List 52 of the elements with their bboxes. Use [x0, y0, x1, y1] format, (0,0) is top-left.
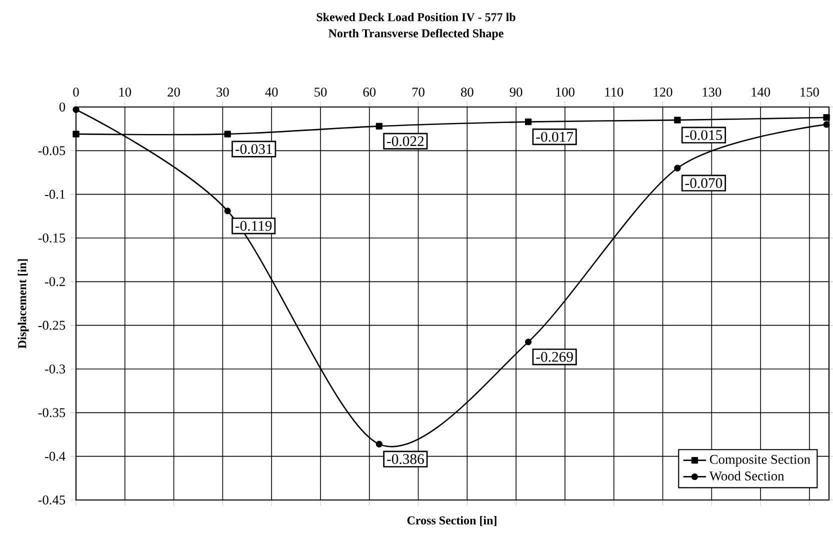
data-label: -0.031 [235, 144, 272, 154]
y-tick-label: -0.45 [38, 495, 66, 505]
point [524, 338, 532, 346]
legend-label: Composite Section [710, 454, 810, 467]
x-tick-label: 50 [314, 88, 327, 97]
point [823, 114, 830, 121]
x-tick-label: 10 [119, 88, 132, 97]
data-label: -0.015 [685, 130, 722, 140]
y-tick-label: -0.1 [44, 190, 65, 199]
x-tick-label: 40 [265, 88, 278, 97]
x-tick-label: 60 [363, 88, 376, 97]
y-tick-label: -0.2 [44, 277, 65, 286]
x-tick-label: 90 [510, 88, 522, 97]
data-label: -0.017 [536, 132, 574, 142]
x-tick-label: 0 [73, 88, 79, 97]
data-label: -0.269 [536, 352, 573, 362]
point [72, 106, 80, 113]
x-tick-label: 70 [412, 88, 424, 97]
data-label: -0.119 [235, 220, 272, 231]
chart-title: Skewed Deck Load Position IV - 577 lb [316, 12, 516, 22]
point [823, 121, 830, 128]
x-tick-label: 80 [461, 88, 474, 97]
point [72, 130, 80, 138]
y-tick-label: -0.05 [38, 146, 66, 156]
y-tick-label: -0.25 [38, 320, 66, 330]
y-axis-title: Displacement [in] [18, 259, 29, 348]
point [376, 122, 382, 130]
data-label: -0.070 [685, 178, 722, 188]
x-tick-label: 100 [556, 88, 574, 97]
y-tick-label: -0.35 [38, 408, 66, 418]
y-tick-label: -0.15 [38, 233, 66, 243]
x-tick-label: 150 [800, 88, 819, 97]
point [524, 118, 532, 126]
data-label: -0.022 [387, 136, 424, 146]
x-tick-label: 120 [654, 88, 672, 97]
data-label: -0.386 [387, 454, 424, 464]
point [224, 208, 231, 214]
x-tick-label: 130 [702, 88, 722, 97]
point [224, 130, 231, 138]
y-tick-label: 0 [59, 102, 66, 112]
point [674, 116, 681, 124]
x-tick-label: 30 [216, 88, 229, 97]
x-tick-label: 140 [752, 88, 770, 97]
x-tick-label: 20 [168, 88, 180, 97]
x-tick-label: 110 [605, 88, 624, 97]
point [376, 440, 382, 448]
chart-subtitle: North Transverse Deflected Shape [328, 28, 504, 40]
y-tick-label: -0.3 [44, 364, 66, 374]
legend-label: Wood Section [709, 471, 784, 481]
x-axis-title: Cross Section [in] [407, 516, 496, 526]
y-tick-label: -0.4 [44, 452, 66, 461]
point [674, 164, 681, 172]
